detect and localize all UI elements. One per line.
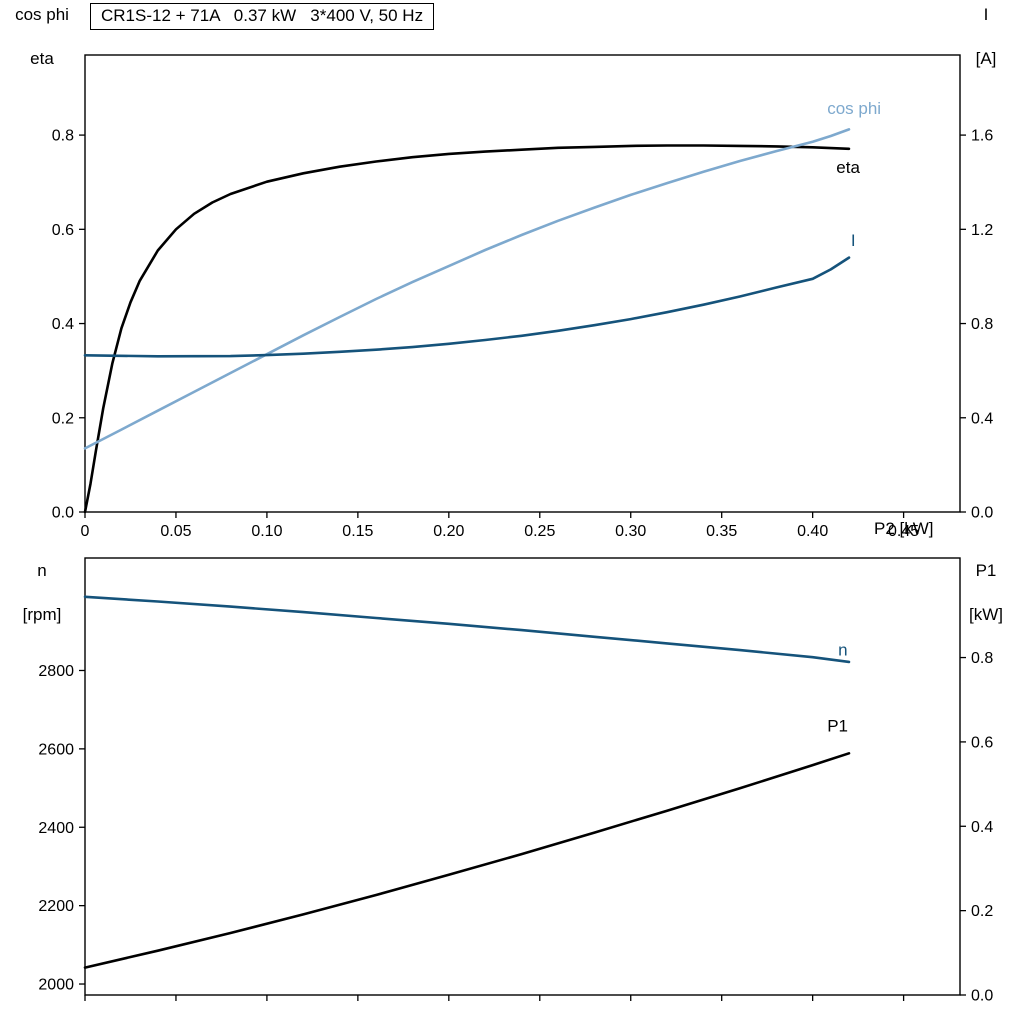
- series-label-eta: eta: [836, 158, 860, 177]
- y-tick-label: 2800: [38, 663, 74, 680]
- series-eta: [83, 144, 851, 514]
- bottom-right-axis-title: P1 [kW]: [955, 560, 1017, 626]
- x-tick-label: 0.25: [524, 523, 555, 540]
- x-tick-label: 0: [81, 523, 90, 540]
- y-tick-label: 0.4: [971, 410, 993, 427]
- y-tick-label: 0.2: [971, 903, 993, 920]
- y-tick-label: 0.2: [52, 410, 74, 427]
- y-tick-label: 0.0: [971, 505, 993, 522]
- x-tick-label: 0.45: [888, 523, 919, 540]
- right-axis-title-line2: [A]: [975, 49, 997, 68]
- left-axis-title-line1: cos phi: [15, 5, 69, 24]
- chart-title: CR1S-12 + 71A 0.37 kW 3*400 V, 50 Hz: [90, 3, 435, 30]
- x-tick-label: 0.30: [615, 523, 646, 540]
- x-tick-label: 0.40: [797, 523, 828, 540]
- speed-axis-title-line1: n: [37, 561, 47, 580]
- series-cos-phi: [83, 128, 851, 450]
- series-p1: [83, 752, 851, 969]
- speed-axis-title-line2: [rpm]: [22, 605, 62, 624]
- y-tick-label: 1.2: [971, 222, 993, 239]
- y-tick-label: 2400: [38, 820, 74, 837]
- motor-curves-top: 0 0.05 0.10 0.15 0.20 0.25 0.30 0.35 0.40 0.45 0.0…: [52, 54, 993, 540]
- series-label-current: I: [851, 231, 856, 250]
- series-label-p1: P1: [827, 716, 848, 735]
- y-tick-label: 2200: [38, 898, 74, 915]
- series-label-cos-phi: cos phi: [827, 99, 881, 118]
- y-tick-label: 0.6: [52, 222, 74, 239]
- series-current: [83, 256, 851, 358]
- y-tick-label: 2600: [38, 741, 74, 758]
- series-label-speed: n: [838, 641, 847, 660]
- x-tick-label: 0.15: [342, 523, 373, 540]
- speed-power-bottom: 2000 2200 2400 2600 2800 0.0 0.2 0.4 0.6 0.8 n P1: [38, 557, 993, 1005]
- y-tick-label: 0.4: [971, 819, 993, 836]
- left-axis-title-line2: eta: [30, 49, 54, 68]
- plot-frame: [84, 557, 961, 996]
- p1-axis-title-line2: [kW]: [969, 605, 1003, 624]
- x-tick-label: 0.35: [706, 523, 737, 540]
- y-tick-label: 0.0: [971, 988, 993, 1005]
- y-tick-label: 0.0: [52, 505, 74, 522]
- top-left-axis-title: cos phi eta: [2, 4, 82, 70]
- y-tick-label: 0.6: [971, 734, 993, 751]
- y-tick-label: 0.4: [52, 316, 74, 333]
- bottom-left-axis-title: n [rpm]: [2, 560, 82, 626]
- p1-axis-title-line1: P1: [975, 561, 997, 580]
- x-axis-label: P2 [kW]: [874, 519, 934, 538]
- x-tick-label: 0.10: [251, 523, 282, 540]
- series-speed: [83, 595, 851, 664]
- x-tick-label: 0.05: [160, 523, 191, 540]
- y-tick-label: 0.8: [971, 316, 993, 333]
- y-tick-label: 2000: [38, 977, 74, 994]
- plot-frame: [84, 54, 961, 513]
- top-right-axis-title: I [A]: [955, 4, 1017, 70]
- x-tick-label: 0.20: [433, 523, 464, 540]
- y-tick-label: 1.6: [971, 128, 993, 145]
- right-axis-title-line1: I: [983, 5, 989, 24]
- y-tick-label: 0.8: [971, 650, 993, 667]
- y-tick-label: 0.8: [52, 128, 74, 145]
